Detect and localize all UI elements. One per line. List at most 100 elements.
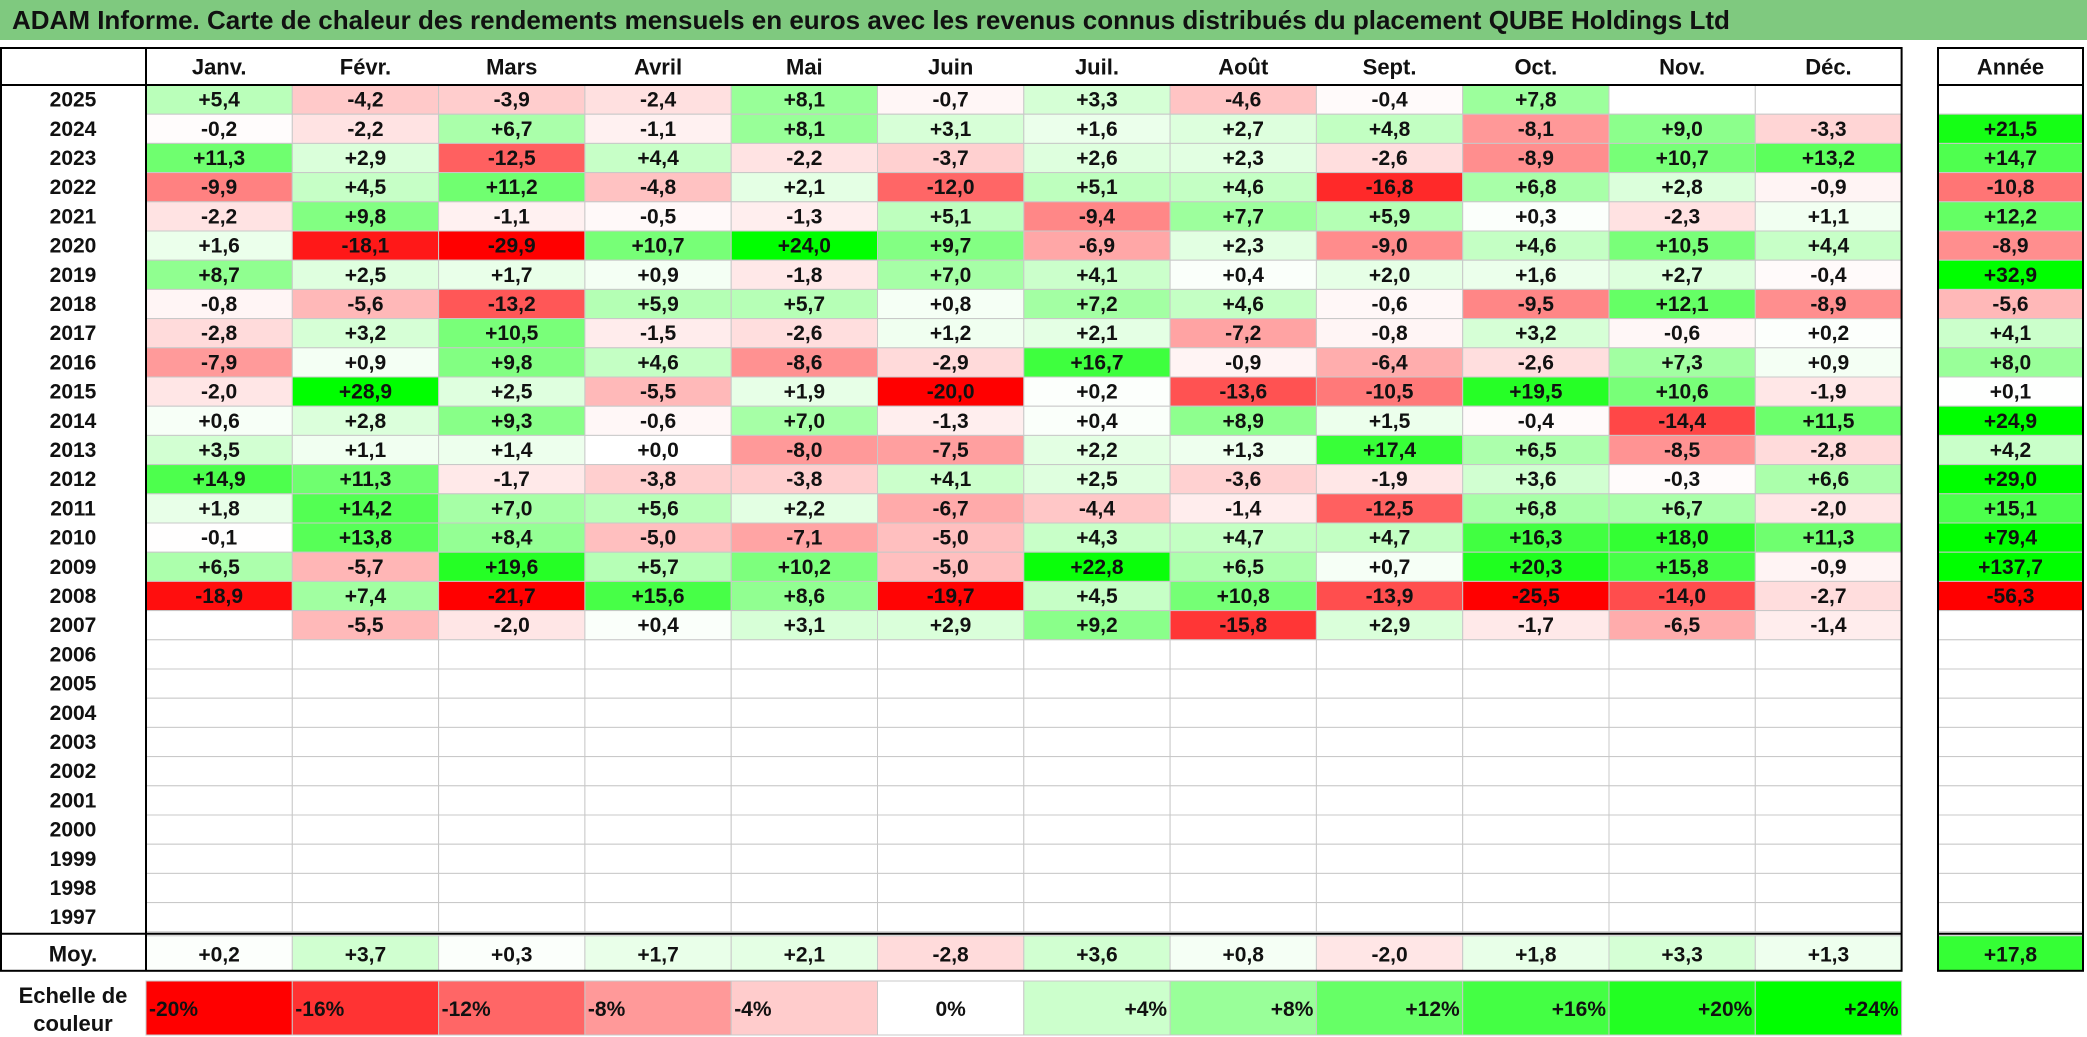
cell-value: +7,0 xyxy=(930,264,971,287)
cell-value: +6,5 xyxy=(198,556,240,579)
cell-value: +2,1 xyxy=(784,176,826,199)
cell-value: +22,8 xyxy=(1070,556,1123,579)
color-scale-label: Echelle de xyxy=(19,983,128,1008)
heatmap-cell xyxy=(438,434,586,466)
year-label: 2007 xyxy=(50,614,97,637)
color-scale-swatch xyxy=(1608,980,1756,1036)
heatmap-cell xyxy=(1023,785,1171,816)
annual-cell xyxy=(1937,785,2084,816)
annual-value: -56,3 xyxy=(1987,585,2035,608)
annual-value: +4,2 xyxy=(1990,439,2031,462)
heatmap-cell xyxy=(1023,843,1171,874)
cell-value: -2,9 xyxy=(933,351,969,374)
cell-value: -1,8 xyxy=(786,264,823,287)
color-scale-value: +24% xyxy=(1844,998,1899,1021)
heatmap-cell xyxy=(1462,376,1610,407)
annual-cell xyxy=(1937,668,2084,699)
cell-value: +0,4 xyxy=(637,614,679,637)
cell-value: +2,5 xyxy=(491,381,533,404)
month-header: Mars xyxy=(486,55,537,80)
grid-border xyxy=(0,47,1903,972)
cell-value: +28,9 xyxy=(339,381,392,404)
cell-value: +15,8 xyxy=(1656,556,1709,579)
annual-cell xyxy=(1937,843,2084,874)
average-value: +3,6 xyxy=(1076,943,1117,966)
year-label: 1999 xyxy=(50,848,97,871)
heatmap-cell xyxy=(1315,347,1464,378)
cell-value: -0,4 xyxy=(1371,89,1408,112)
average-value: +1,3 xyxy=(1808,943,1849,966)
annual-value: +29,0 xyxy=(1984,468,2037,491)
heatmap-cell xyxy=(1608,464,1756,495)
annual-value: +21,5 xyxy=(1984,118,2037,141)
year-label: 2013 xyxy=(50,439,97,462)
heatmap-cell xyxy=(730,726,879,758)
cell-value: +1,4 xyxy=(491,439,533,462)
color-scale-swatch xyxy=(1462,980,1610,1036)
heatmap-cell xyxy=(1315,230,1464,261)
annual-cell xyxy=(1937,726,2084,758)
color-scale-swatch xyxy=(291,980,440,1036)
year-label: 1998 xyxy=(50,877,97,900)
cell-value: +5,1 xyxy=(930,205,972,228)
heatmap-cell xyxy=(438,756,586,787)
annual-value: +137,7 xyxy=(1978,556,2043,579)
cell-value: +1,1 xyxy=(1808,205,1850,228)
year-label: 2019 xyxy=(50,264,97,287)
cell-value: +16,7 xyxy=(1070,351,1123,374)
cell-value: -1,3 xyxy=(786,205,822,228)
heatmap-cell xyxy=(145,434,293,466)
heatmap-cell xyxy=(730,84,879,115)
heatmap-cell xyxy=(1169,522,1317,553)
heatmap-cell xyxy=(1754,464,1903,495)
heatmap-cell xyxy=(1754,785,1903,816)
cell-value: -2,6 xyxy=(1518,351,1554,374)
heatmap-cell xyxy=(877,230,1025,261)
heatmap-cell xyxy=(1608,726,1756,758)
cell-value: +8,9 xyxy=(1223,410,1264,433)
year-label: 2022 xyxy=(50,176,97,199)
heatmap-cell xyxy=(730,347,879,378)
heatmap-cell xyxy=(291,493,440,524)
cell-value: -6,9 xyxy=(1079,235,1115,258)
heatmap-cell xyxy=(438,843,586,874)
cell-value: -15,8 xyxy=(1219,614,1267,637)
heatmap-cell xyxy=(1169,84,1317,115)
heatmap-cell xyxy=(1023,726,1171,758)
annual-value: +12,2 xyxy=(1984,205,2037,228)
color-scale-swatch xyxy=(145,980,293,1036)
heatmap-cell xyxy=(1608,610,1756,641)
annual-value: +0,1 xyxy=(1990,381,2032,404)
heatmap-cell xyxy=(1754,347,1903,378)
chart-title: ADAM Informe. Carte de chaleur des rende… xyxy=(0,0,2087,40)
annual-value: -10,8 xyxy=(1987,176,2035,199)
cell-value: -5,0 xyxy=(933,527,969,550)
cell-value: -0,8 xyxy=(1371,322,1408,345)
annual-value: -5,6 xyxy=(1992,293,2028,316)
year-label: 2008 xyxy=(50,585,97,608)
heatmap-cell xyxy=(1608,814,1756,845)
heatmap-cell xyxy=(1315,843,1464,874)
heatmap-cell xyxy=(1754,726,1903,758)
cell-value: -6,7 xyxy=(933,497,969,520)
heatmap-cell xyxy=(877,376,1025,407)
heatmap-cell xyxy=(1169,843,1317,874)
cell-value: -7,2 xyxy=(1225,322,1261,345)
color-scale-value: -8% xyxy=(588,998,626,1021)
cell-value: -9,4 xyxy=(1079,205,1116,228)
heatmap-cell xyxy=(877,726,1025,758)
heatmap-cell xyxy=(1462,434,1610,466)
heatmap-cell xyxy=(1315,668,1464,699)
heatmap-cell xyxy=(877,288,1025,320)
cell-value: +1,6 xyxy=(1076,118,1117,141)
cell-value: +2,6 xyxy=(1076,147,1117,170)
cell-value: -2,7 xyxy=(1810,585,1846,608)
heatmap-cell xyxy=(1462,522,1610,553)
heatmap-cell xyxy=(1754,551,1903,582)
cell-value: -12,5 xyxy=(488,147,536,170)
cell-value: -2,4 xyxy=(640,89,677,112)
year-label: 2003 xyxy=(50,731,97,754)
cell-value: +2,9 xyxy=(345,147,386,170)
cell-value: -8,9 xyxy=(1518,147,1554,170)
heatmap-cell xyxy=(291,785,440,816)
